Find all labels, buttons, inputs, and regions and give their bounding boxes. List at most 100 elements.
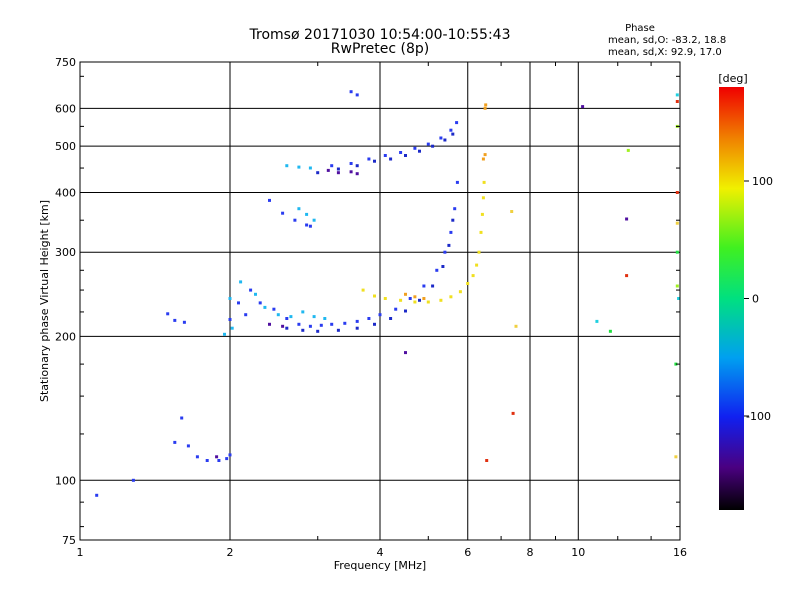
data-point	[244, 313, 248, 317]
data-point	[625, 274, 629, 278]
data-point	[186, 444, 190, 448]
data-point	[399, 151, 403, 154]
x-axis-label: Frequency [MHz]	[334, 559, 426, 572]
data-point	[443, 250, 447, 254]
data-point	[608, 329, 612, 333]
data-point	[281, 211, 285, 215]
data-point	[435, 268, 439, 272]
data-point	[674, 455, 678, 459]
data-point	[355, 326, 359, 330]
data-point	[453, 207, 457, 211]
data-point	[263, 305, 267, 309]
data-point	[581, 105, 585, 109]
data-point	[323, 317, 327, 320]
data-point	[349, 162, 353, 165]
data-point	[285, 326, 289, 330]
data-point	[237, 301, 240, 305]
data-point	[373, 294, 376, 298]
data-point	[173, 318, 177, 322]
colorbar	[719, 87, 744, 510]
y-tick-label: 200	[55, 330, 76, 343]
data-point	[481, 157, 485, 161]
data-point	[258, 301, 262, 305]
x-axis-ticks: 1 2 4 6 8 10 16	[77, 62, 687, 559]
colorbar-unit-label: [deg]	[718, 72, 747, 85]
y-tick-label: 500	[55, 140, 76, 153]
y-tick-label: 75	[62, 534, 76, 547]
data-point	[285, 164, 289, 168]
data-point	[297, 165, 301, 169]
data-point	[404, 351, 407, 355]
data-point	[482, 180, 486, 184]
data-point	[249, 288, 253, 292]
data-point	[674, 362, 678, 366]
x-tick-label: 1	[77, 546, 84, 559]
data-point	[343, 321, 347, 325]
data-point	[675, 284, 679, 288]
data-point	[480, 212, 484, 216]
data-point	[431, 284, 435, 288]
data-point	[394, 307, 398, 311]
data-point	[475, 263, 479, 267]
data-point	[195, 455, 199, 459]
data-point	[675, 191, 679, 194]
data-point	[389, 157, 393, 161]
data-point	[408, 297, 412, 300]
data-point	[418, 149, 421, 153]
data-point	[439, 298, 443, 302]
data-point	[625, 217, 629, 221]
colorbar-tick-label: 100	[752, 175, 773, 188]
data-point	[308, 166, 312, 170]
data-point	[479, 230, 483, 234]
colorbar-tick-label: 0	[752, 293, 759, 306]
data-point	[308, 224, 312, 228]
data-point	[336, 167, 340, 171]
data-point	[131, 478, 135, 482]
data-point	[326, 168, 330, 172]
data-point	[355, 172, 359, 176]
data-point	[404, 292, 407, 296]
data-point	[349, 170, 353, 174]
data-point	[217, 459, 221, 462]
data-point	[422, 297, 426, 300]
plot-frame	[79, 61, 681, 541]
data-point	[355, 319, 359, 323]
data-point	[404, 309, 407, 313]
data-point	[316, 171, 320, 175]
data-point	[383, 154, 387, 157]
data-point	[675, 100, 679, 103]
data-point	[355, 93, 359, 97]
data-point	[297, 207, 301, 211]
data-point	[301, 328, 305, 332]
data-point	[675, 93, 679, 97]
y-tick-label: 300	[55, 246, 76, 259]
colorbar-ticks: 100 0 -100	[744, 175, 773, 423]
data-point	[361, 288, 365, 292]
data-point	[305, 223, 309, 227]
data-point	[413, 295, 417, 299]
data-point	[404, 154, 407, 157]
data-point	[675, 250, 679, 254]
data-point	[484, 103, 488, 107]
data-point	[399, 298, 403, 302]
data-point	[431, 144, 435, 148]
data-point	[312, 315, 316, 319]
data-point	[349, 90, 353, 94]
data-point	[297, 322, 301, 326]
data-point	[205, 459, 209, 462]
data-point	[285, 317, 289, 320]
data-point	[319, 323, 323, 327]
data-point	[276, 313, 280, 317]
data-point	[215, 455, 219, 459]
data-point	[451, 218, 455, 222]
data-point	[268, 198, 271, 202]
data-point	[455, 180, 459, 184]
data-point	[511, 411, 515, 415]
data-point	[254, 292, 257, 296]
data-point	[173, 440, 177, 444]
data-point	[413, 146, 417, 150]
data-point	[336, 328, 340, 332]
data-point	[312, 218, 316, 222]
data-point	[413, 300, 417, 304]
data-point	[225, 457, 229, 461]
